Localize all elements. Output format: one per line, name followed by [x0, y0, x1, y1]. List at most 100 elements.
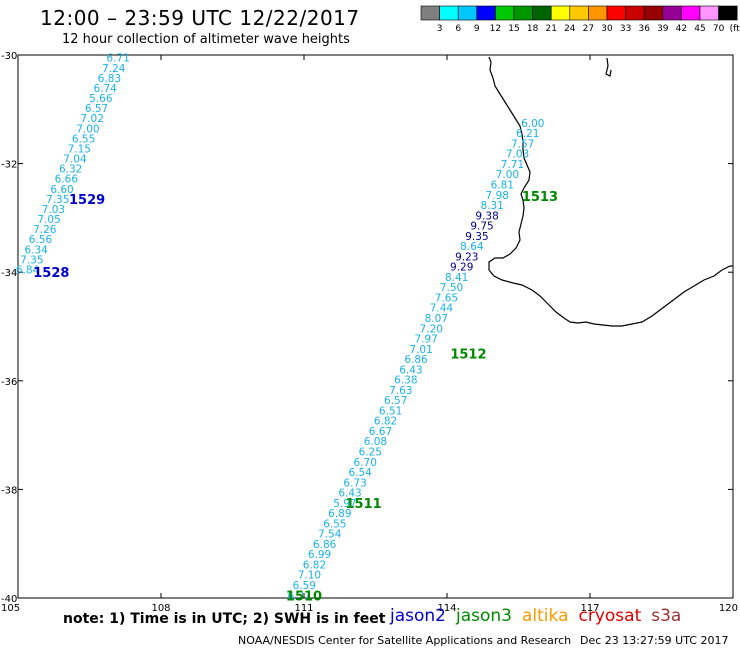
colorbar-swatch	[718, 5, 738, 21]
colorbar-tick-label: 33	[620, 24, 631, 34]
colorbar-tick-label: 12	[490, 24, 501, 34]
wave-height-label: 6.55	[323, 518, 346, 530]
colorbar-swatch	[681, 5, 701, 21]
wave-height-label: 6.66	[55, 174, 79, 186]
colorbar-tick-label: 30	[601, 24, 613, 34]
axis-ticks: 105 108 111 114 117 120 -30 -32 -34 -36 -38 -40	[1, 51, 738, 614]
wave-height-label: 6.25	[359, 447, 382, 459]
wave-height-label: 6.71	[106, 53, 129, 65]
wave-height-label: 6.51	[379, 405, 402, 417]
colorbar-tick-label: 3	[437, 24, 443, 34]
wave-height-label: 7.35	[20, 254, 43, 266]
wave-height-label: 7.57	[511, 138, 534, 150]
wave-height-label: 6.84	[16, 264, 40, 276]
colorbar-tick-label: 36	[638, 24, 650, 34]
colorbar-swatch	[569, 5, 589, 21]
lat-tick-label: -32	[1, 160, 17, 171]
rev-number-label: 1511	[345, 497, 381, 512]
lat-tick-label: -34	[1, 268, 17, 279]
colorbar-swatch	[643, 5, 664, 21]
colorbar-swatch	[588, 5, 608, 21]
rev-number-label: 1529	[69, 193, 105, 208]
colorbar-unit: (ft)	[730, 24, 740, 34]
wave-height-label: 7.35	[46, 194, 69, 206]
coastline-inlet	[605, 57, 612, 77]
colorbar-swatch	[457, 5, 478, 21]
wave-height-label: 9.38	[475, 210, 498, 222]
wave-height-label: 6.82	[303, 559, 326, 571]
colorbar-swatch	[513, 5, 533, 21]
lon-tick-label: 108	[151, 603, 170, 614]
colorbar-tick-label: 15	[508, 24, 519, 34]
lat-tick-label: -38	[1, 485, 17, 496]
wave-height-label: 7.63	[389, 385, 412, 397]
satellite-legend: jason2 jason3 altika cryosat s3a	[390, 606, 691, 626]
rev-number-label: 1528	[33, 266, 69, 281]
wave-height-label: 6.83	[98, 73, 121, 85]
wave-height-label: 8.41	[445, 272, 468, 284]
lon-tick-label: 111	[294, 603, 313, 614]
wave-height-label: 8.07	[425, 313, 448, 325]
wave-height-label: 7.26	[33, 224, 57, 236]
wave-height-label: 6.89	[328, 508, 351, 520]
legend-jason3: jason3	[456, 606, 512, 626]
colorbar-swatch	[476, 5, 496, 21]
wave-height-label: 5.97	[333, 498, 356, 510]
lat-tick-label: -40	[1, 594, 17, 605]
wave-height-label: 7.65	[435, 292, 458, 304]
colorbar-tick-label: 9	[474, 24, 480, 34]
altimeter-tracks: 6.717.246.836.745.666.577.027.006.557.15…	[16, 53, 545, 603]
wave-height-label: 6.70	[354, 457, 377, 469]
wave-height-label: 8.31	[480, 200, 503, 212]
colorbar-swatch	[439, 5, 459, 21]
wave-height-label: 6.43	[338, 488, 361, 500]
wave-height-label: 7.03	[506, 149, 529, 161]
wave-height-label: 6.32	[59, 164, 82, 176]
wave-height-label: 7.02	[81, 113, 104, 125]
wave-height-label: 9.35	[465, 231, 488, 243]
wave-height-label: 6.81	[491, 179, 514, 191]
wave-height-label: 7.54	[318, 529, 342, 541]
wave-height-label: 6.82	[374, 416, 397, 428]
wave-height-label: 6.86	[313, 539, 337, 551]
wave-height-label: 8.64	[460, 241, 484, 253]
wave-height-label: 6.54	[348, 467, 372, 479]
wave-height-label: 7.03	[42, 204, 65, 216]
lat-tick-label: -30	[1, 51, 17, 62]
legend-s3a: s3a	[651, 606, 682, 626]
wave-height-label: 6.43	[399, 364, 422, 376]
colorbar-tick-label: 42	[676, 24, 687, 34]
wave-height-label: 6.08	[364, 436, 387, 448]
wave-height-label: 9.75	[470, 221, 493, 233]
wave-height-label: 6.67	[369, 426, 392, 438]
wave-height-label: 7.04	[63, 154, 87, 166]
map-note: note: 1) Time is in UTC; 2) SWH is in fe…	[63, 611, 386, 627]
wave-height-label: 7.15	[68, 143, 91, 155]
wave-height-label: 7.00	[76, 123, 99, 135]
wave-height-label: 5.66	[89, 93, 113, 105]
footer-credit: NOAA/NESDIS Center for Satellite Applica…	[238, 634, 572, 647]
map-subtitle: 12 hour collection of altimeter wave hei…	[62, 32, 350, 47]
wave-height-label: 6.56	[29, 234, 53, 246]
wave-height-label: 6.59	[293, 580, 316, 592]
wave-height-label: 6.86	[404, 354, 428, 366]
wave-height-label: 7.50	[440, 282, 463, 294]
colorbar-swatch	[625, 5, 645, 21]
wave-height-label: 6.73	[343, 477, 366, 489]
rev-labels: 1529 1528 1513 1512 1511 1510	[33, 190, 558, 604]
colorbar-tick-label: 18	[527, 24, 539, 34]
colorbar-tick-label: 21	[545, 24, 556, 34]
wave-height-label: 7.20	[420, 323, 443, 335]
colorbar-swatch	[699, 5, 719, 21]
colorbar-swatch	[550, 5, 571, 21]
coastline-australia	[488, 56, 733, 327]
wave-height-label: 7.00	[496, 169, 519, 181]
colorbar-tick-label: 27	[583, 24, 594, 34]
map-frame	[17, 54, 734, 599]
wave-height-label: 7.97	[414, 334, 437, 346]
colorbar-swatch	[662, 5, 682, 21]
wave-height-label: 9.23	[455, 251, 478, 263]
